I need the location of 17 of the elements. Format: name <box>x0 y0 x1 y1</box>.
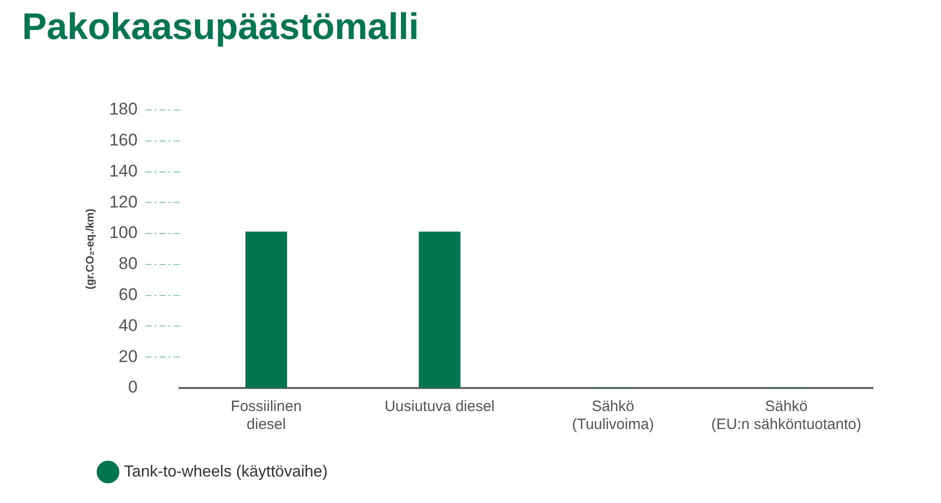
y-axis-title: (gr.CO₂-eq./km) <box>84 208 97 290</box>
legend-label: Tank-to-wheels (käyttövaihe) <box>124 463 328 480</box>
y-tick-label: 140 <box>109 161 138 180</box>
y-tick-label: 40 <box>118 316 138 335</box>
y-tick-label: 100 <box>109 223 138 242</box>
y-tick-label: 60 <box>118 285 138 304</box>
y-tick-label: 180 <box>109 100 138 119</box>
x-tick-label: Uusiutuva diesel <box>384 398 495 416</box>
x-tick-label: Sähkö (Tuulivoima) <box>572 398 654 434</box>
x-tick-label: Fossiilinen diesel <box>230 398 302 434</box>
chart-title: Pakokaasupäästömalli <box>22 6 419 48</box>
y-tick-label: 120 <box>109 192 138 212</box>
y-tick-label: 80 <box>118 254 138 274</box>
y-tick-label: 160 <box>109 130 138 150</box>
x-tick-label: Sähkö (EU:n sähköntuotanto) <box>711 398 862 434</box>
y-tick-label: 0 <box>128 378 138 397</box>
y-tick-label: 20 <box>118 346 138 366</box>
